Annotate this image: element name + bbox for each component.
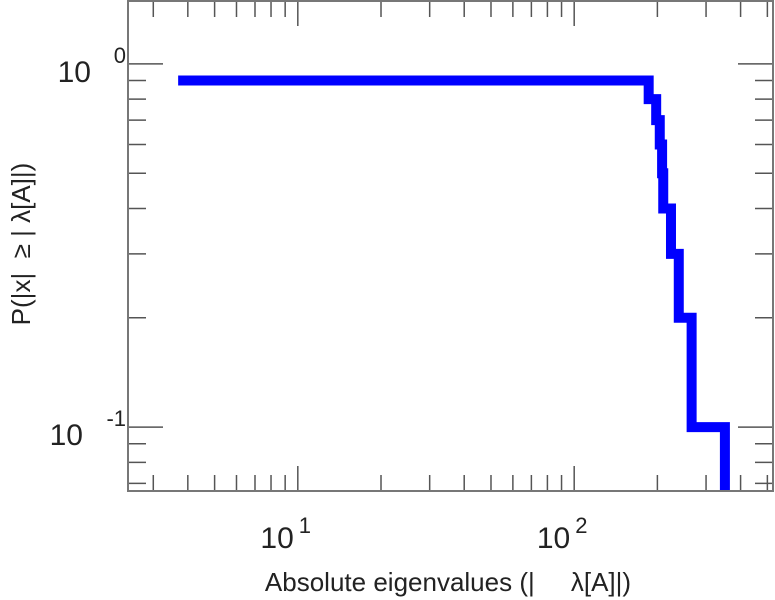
plot-frame [127,0,774,492]
x-tick-label-exponent: 1 [299,513,311,538]
axis-ticks [128,1,773,491]
x-tick-label: 10 [537,522,570,555]
x-axis-label: Absolute eigenvalues (| λ[A]|) [265,567,631,597]
y-tick-label: 10 [50,419,83,452]
y-tick-labels: 0 10 -1 10 [50,43,126,452]
x-tick-labels: 10 1 10 2 [260,513,587,555]
x-tick-label: 10 [260,522,293,555]
y-tick-label-exponent: 0 [114,43,126,68]
x-tick-label-exponent: 2 [575,513,587,538]
series-line-ccdf [178,75,730,491]
y-tick-label-exponent: -1 [106,406,126,431]
y-axis-label: P(|x| ≥ | λ[A]|) [6,163,36,326]
y-tick-label: 10 [58,56,91,89]
